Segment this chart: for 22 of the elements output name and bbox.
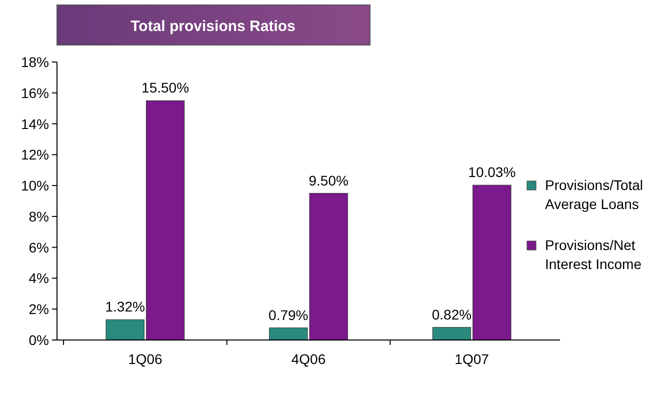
data-label: 1.32% <box>105 298 145 315</box>
data-label: 9.50% <box>308 172 348 188</box>
data-label: 0.82% <box>432 306 472 322</box>
legend-label: Provisions/Total Average Loans <box>545 177 644 212</box>
y-tick-label: 10% <box>20 178 49 194</box>
y-tick-label: 4% <box>28 270 49 286</box>
data-label: 10.03% <box>468 164 516 180</box>
data-label: 15.50% <box>142 80 190 96</box>
x-tick-label: 1Q07 <box>454 351 490 367</box>
x-tick-label: 4Q06 <box>291 351 326 367</box>
legend-label: Provisions/Net Interest Income <box>545 237 642 272</box>
y-tick-label: 12% <box>20 146 49 163</box>
y-tick-label: 16% <box>20 84 49 101</box>
chart-title: Total provisions Ratios <box>130 18 296 35</box>
y-tick-label: 8% <box>28 208 49 224</box>
y-tick-label: 0% <box>28 332 49 348</box>
y-tick-label: 2% <box>28 301 49 318</box>
y-tick-label: 18% <box>20 54 49 70</box>
x-tick-label: 1Q06 <box>128 351 163 367</box>
y-tick-label: 6% <box>28 239 49 256</box>
y-tick-label: 14% <box>20 116 49 132</box>
data-label: 0.79% <box>268 306 308 323</box>
